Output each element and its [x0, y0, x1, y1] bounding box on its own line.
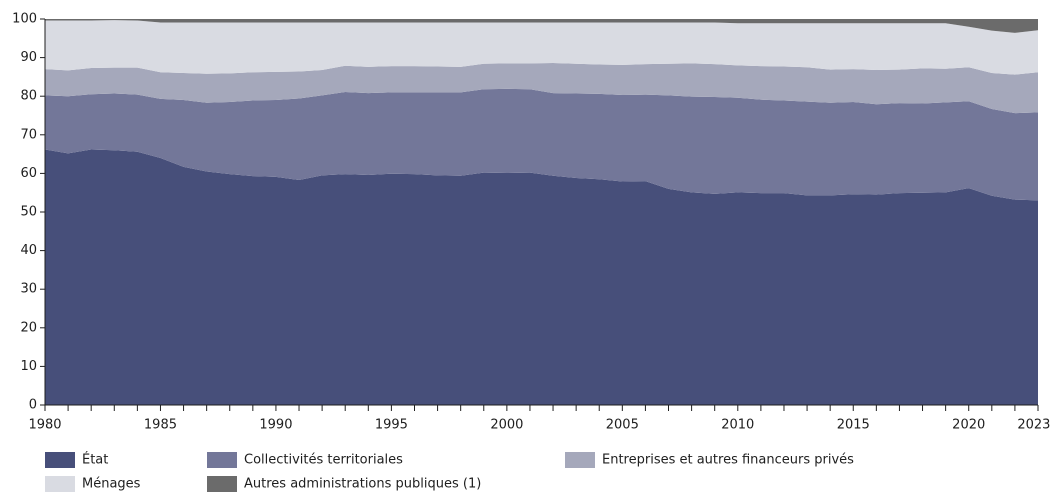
- y-tick-label: 70: [20, 127, 37, 142]
- legend-swatch: [207, 452, 237, 468]
- legend-label: Ménages: [82, 477, 141, 492]
- legend-label: État: [82, 452, 108, 468]
- legend-label: Entreprises et autres financeurs privés: [602, 453, 854, 468]
- x-tick-label: 1995: [375, 418, 408, 433]
- y-tick-label: 60: [20, 166, 37, 181]
- y-tick-label: 50: [20, 205, 37, 220]
- y-tick-label: 100: [12, 12, 37, 27]
- legend-label: Autres administrations publiques (1): [244, 477, 481, 492]
- x-tick-label: 2000: [490, 418, 523, 433]
- x-tick-label: 1985: [144, 418, 177, 433]
- y-tick-label: 0: [29, 398, 37, 413]
- area: [45, 88, 1038, 201]
- y-tick-label: 20: [20, 320, 37, 335]
- legend-label: Collectivités territoriales: [244, 453, 403, 468]
- area: [45, 63, 1038, 114]
- x-tick-label: 2020: [952, 418, 985, 433]
- x-tick-label: 1990: [259, 418, 292, 433]
- legend-swatch: [207, 476, 237, 492]
- y-tick-label: 40: [20, 243, 37, 258]
- x-tick-label: 2010: [721, 418, 754, 433]
- x-tick-label: 2023p: [1017, 418, 1050, 433]
- y-tick-label: 80: [20, 89, 37, 104]
- legend-swatch: [45, 476, 75, 492]
- y-tick-label: 30: [20, 282, 37, 297]
- legend-swatch: [565, 452, 595, 468]
- area: [45, 149, 1038, 405]
- x-tick-label: 2015: [837, 418, 870, 433]
- y-tick-label: 10: [20, 359, 37, 374]
- legend-swatch: [45, 452, 75, 468]
- area: [45, 20, 1038, 75]
- y-tick-label: 90: [20, 50, 37, 65]
- x-tick-label: 1980: [28, 418, 61, 433]
- x-tick-label: 2005: [606, 418, 639, 433]
- area: [45, 19, 1038, 33]
